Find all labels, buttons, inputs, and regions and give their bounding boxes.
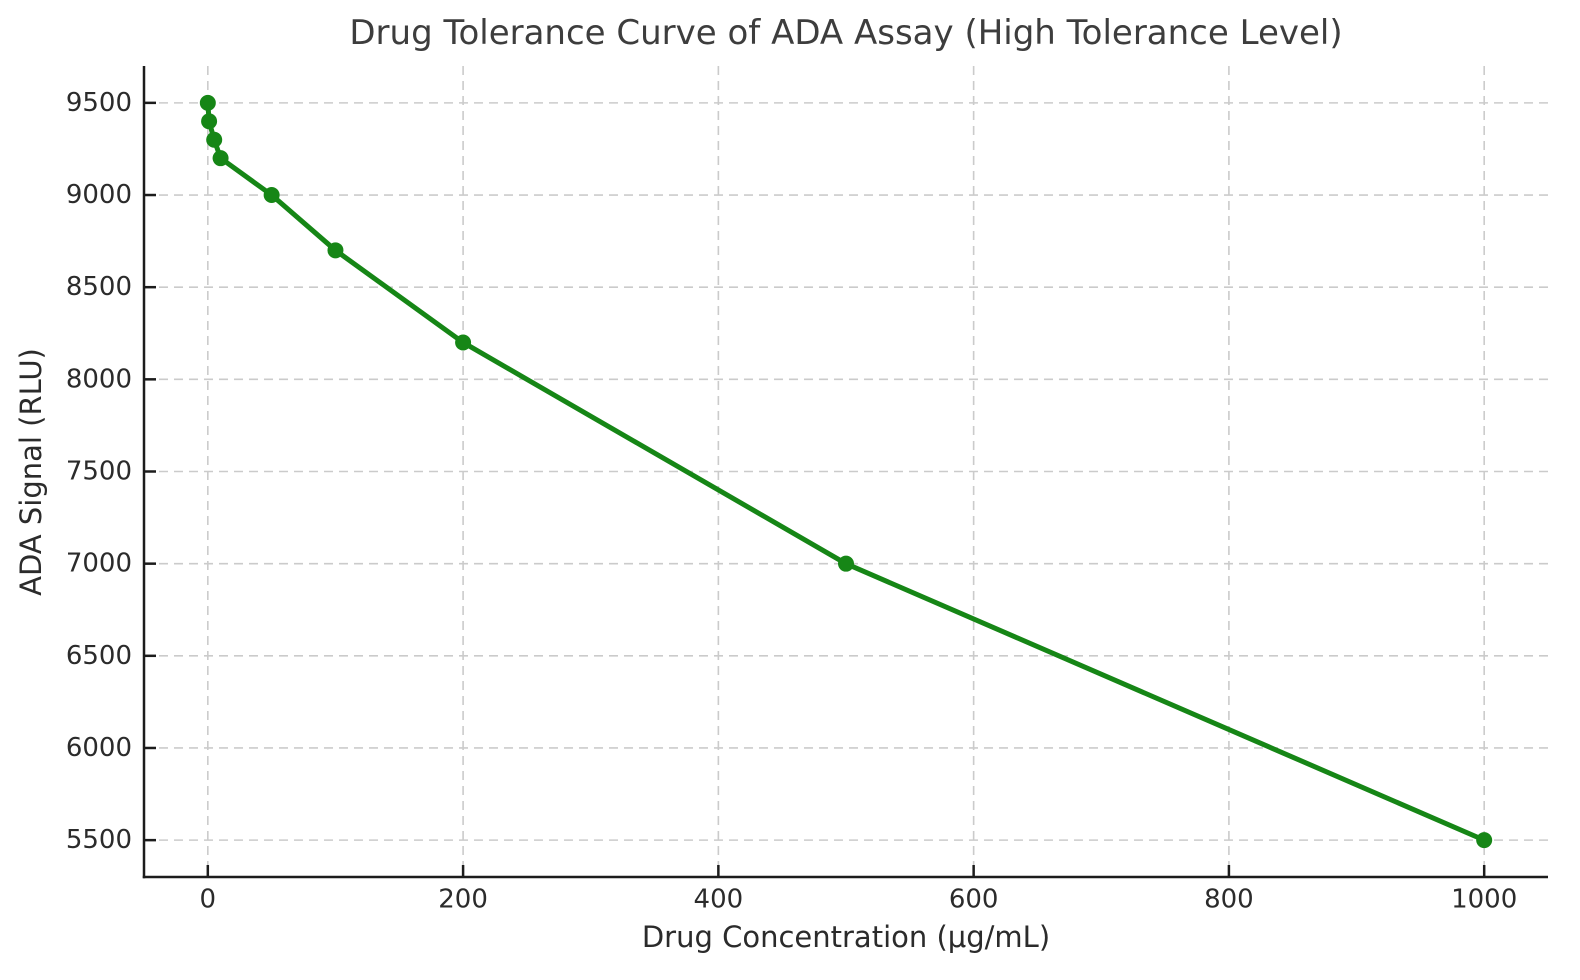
x-tick-label: 1000 [1451, 884, 1517, 914]
data-point [212, 150, 229, 167]
data-point [199, 94, 216, 111]
data-point [1476, 832, 1493, 849]
y-tick-label: 8000 [66, 364, 132, 394]
y-tick-label: 7500 [66, 457, 132, 487]
data-point [838, 555, 854, 572]
x-tick-label: 800 [1204, 884, 1254, 914]
y-tick-label: 8500 [66, 272, 132, 302]
y-tick-label: 7000 [66, 549, 132, 579]
x-tick-label: 600 [949, 884, 999, 914]
data-point [263, 187, 280, 204]
data-point [201, 113, 218, 130]
chart-title: Drug Tolerance Curve of ADA Assay (High … [349, 13, 1343, 53]
y-tick-label: 6500 [66, 641, 132, 671]
y-tick-label: 6000 [66, 733, 132, 763]
y-tick-label: 5500 [66, 825, 132, 855]
x-tick-label: 200 [438, 884, 488, 914]
data-point [206, 131, 223, 148]
y-tick-label: 9500 [66, 88, 132, 118]
data-point [327, 242, 344, 259]
y-axis-label: ADA Signal (RLU) [14, 348, 48, 596]
data-point [455, 334, 472, 351]
y-tick-label: 9000 [66, 180, 132, 210]
x-axis-label: Drug Concentration (μg/mL) [641, 920, 1051, 954]
x-tick-label: 0 [200, 884, 217, 914]
x-tick-label: 400 [694, 884, 744, 914]
